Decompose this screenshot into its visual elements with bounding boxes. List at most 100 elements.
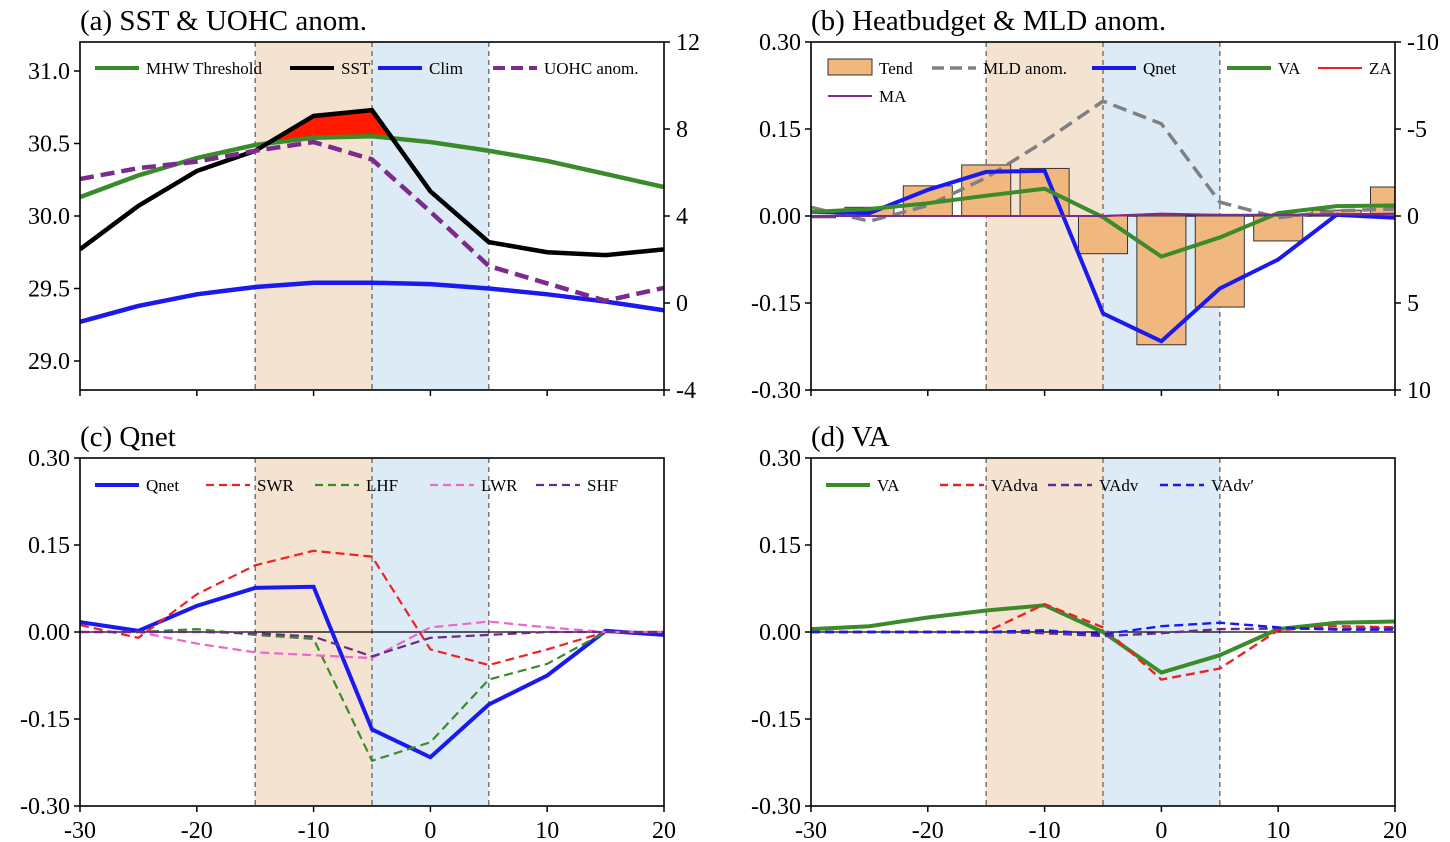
series-line-ma [811, 212, 1395, 217]
legend-label: VA [1278, 59, 1301, 78]
series-line-lwr [80, 620, 664, 660]
post-peak-shade [372, 42, 489, 390]
series-line-qnet [811, 168, 1395, 344]
y2-tick-label: 12 [676, 30, 700, 56]
x-tick-label: -20 [181, 818, 213, 842]
y-tick-label: 29.5 [28, 277, 70, 303]
y2-tick-label: -4 [676, 378, 696, 404]
plot-area [80, 42, 664, 390]
panel-title: (b) Heatbudget & MLD anom. [811, 5, 1166, 37]
legend-label: MLD anom. [983, 59, 1067, 78]
legend-label: VAdv [1099, 476, 1139, 495]
legend-label: VAdv′ [1211, 476, 1254, 495]
y-tick-label: 0.15 [28, 533, 70, 559]
legend-entry: SWR [206, 476, 295, 495]
series-line-clim [80, 280, 664, 325]
y2-tick-label: 8 [676, 117, 688, 143]
panel-a-sst-uohc: 29.0 29.5 30.0 30.5 31.0 -4 0 4 8 12 (a) SST & UOH… [28, 5, 700, 404]
x-tick-label: -10 [298, 818, 330, 842]
x-tick-label: 20 [1383, 818, 1407, 842]
legend-label: VA [877, 476, 900, 495]
series-line-va [811, 186, 1395, 259]
legend-entry: Clim [378, 59, 463, 78]
legend-label: Qnet [146, 476, 179, 495]
x-tick-label: -30 [795, 818, 827, 842]
legend-entry: MA [828, 87, 907, 106]
y-tick-label: 0.15 [759, 533, 801, 559]
legend-label: VAdva [991, 476, 1038, 495]
legend-entry: SST [290, 59, 371, 78]
legend-swatch [827, 58, 873, 76]
panel-title: (c) Qnet [80, 421, 176, 453]
y2-tick-label: 0 [1407, 204, 1419, 230]
y-tick-label: 31.0 [28, 59, 70, 85]
y-tick-label: -0.30 [20, 794, 70, 820]
y-tick-label: 0.30 [28, 446, 70, 472]
tend-bar [1077, 215, 1129, 255]
y2-tick-label: 4 [676, 204, 688, 230]
legend-entry: ZA [1318, 59, 1392, 78]
y2-tick-label: 0 [676, 291, 688, 317]
panel-c-qnet: -0.30 -0.15 0.00 0.15 0.30 -30 -20 -10 0 10 20 (c) … [20, 421, 676, 842]
x-tick-label: 10 [535, 818, 559, 842]
tend-bar [1194, 215, 1245, 308]
legend-label: Qnet [1143, 59, 1176, 78]
pre-peak-shade [255, 42, 372, 390]
legend-entry: VAdva [940, 476, 1038, 495]
series-line-uohc-anom- [80, 139, 664, 304]
panel-title: (a) SST & UOHC anom. [80, 5, 367, 37]
legend-entry: MHW Threshold [95, 59, 263, 78]
y-tick-label: 0.30 [759, 446, 801, 472]
legend-entry: Qnet [1092, 59, 1176, 78]
legend-label: SST [341, 59, 371, 78]
tend-bar [1136, 215, 1187, 346]
legend-entry: LWR [430, 476, 518, 495]
legend-entry: SHF [536, 476, 618, 495]
y-tick-label: 0.00 [28, 620, 70, 646]
series-line-vadva [811, 602, 1395, 681]
series-line-va [811, 603, 1395, 675]
legend-label: LHF [366, 476, 398, 495]
legend-label: LWR [481, 476, 518, 495]
plot-area [80, 458, 664, 806]
legend-entry: VAdv [1048, 476, 1139, 495]
plot-area [811, 458, 1395, 806]
panel-b-heatbudget-mld: -0.30 -0.15 0.00 0.15 0.30 10 5 0 -5 -10 (b) Heatb… [751, 5, 1439, 404]
legend-entry: UOHC anom. [493, 59, 638, 78]
series-line-swr [80, 549, 664, 667]
legend-entry: VAdv′ [1160, 476, 1254, 495]
legend-label: SHF [587, 476, 618, 495]
legend-label: SWR [257, 476, 295, 495]
y-tick-label: -0.30 [751, 794, 801, 820]
x-tick-label: 20 [652, 818, 676, 842]
x-tick-label: 0 [1155, 818, 1167, 842]
x-tick-label: -20 [912, 818, 944, 842]
legend-label: UOHC anom. [544, 59, 638, 78]
y2-tick-label: -5 [1407, 117, 1427, 143]
y-tick-label: 0.00 [759, 204, 801, 230]
series-line-shf [80, 630, 664, 658]
x-tick-label: -30 [64, 818, 96, 842]
legend-label: Clim [429, 59, 463, 78]
y-tick-label: 30.0 [28, 204, 70, 230]
y-tick-label: -0.15 [751, 291, 801, 317]
legend-entry: Qnet [95, 476, 179, 495]
series-line-lhf [80, 627, 664, 763]
panel-title: (d) VA [811, 421, 890, 453]
plot-area [811, 42, 1395, 390]
x-tick-label: -10 [1029, 818, 1061, 842]
series-line-mld-anom- [811, 99, 1395, 224]
x-tick-label: 0 [424, 818, 436, 842]
series-line-mhw-threshold [80, 133, 664, 200]
legend-label: MA [879, 87, 907, 106]
y-tick-label: -0.15 [20, 707, 70, 733]
series-line-sst [80, 107, 664, 258]
legend-entry: MLD anom. [932, 59, 1067, 78]
mhw-exceedance-fill [313, 110, 372, 138]
y2-tick-label: 5 [1407, 291, 1419, 317]
legend-entry: VA [826, 476, 900, 495]
legend-label: MHW Threshold [146, 59, 263, 78]
legend-entry: VA [1227, 59, 1301, 78]
y-tick-label: 0.15 [759, 117, 801, 143]
